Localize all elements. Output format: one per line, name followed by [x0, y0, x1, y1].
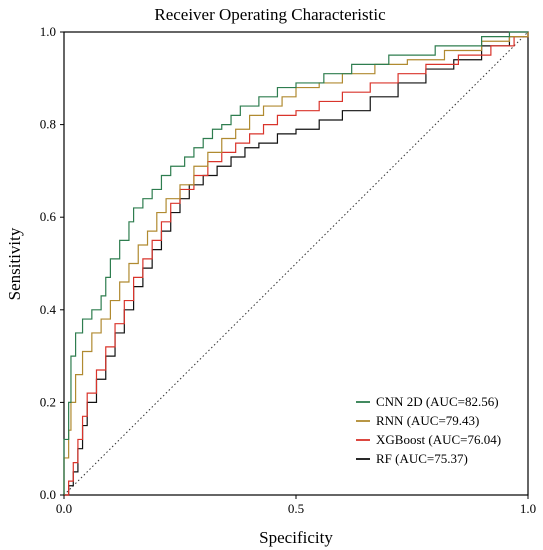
y-tick-label: 0.0	[40, 487, 56, 502]
series-layer	[63, 31, 529, 496]
y-axis-ticks: 0.0 0.2 0.4 0.6 0.8 1.0	[40, 24, 64, 502]
x-axis-ticks: 0.0 0.5 1.0	[56, 495, 536, 516]
legend-label-xgboost: XGBoost (AUC=76.04)	[376, 432, 501, 447]
legend-label-rf: RF (AUC=75.37)	[376, 451, 468, 466]
y-tick-label: 0.8	[40, 117, 56, 132]
chart-title: Receiver Operating Characteristic	[154, 5, 386, 24]
series-line-cnn	[63, 31, 528, 495]
y-tick-label: 0.4	[40, 302, 57, 317]
series-line-rnn	[63, 32, 529, 495]
y-axis-label: Sensitivity	[5, 227, 24, 300]
x-tick-label: 0.0	[56, 501, 72, 516]
x-tick-label: 1.0	[520, 501, 536, 516]
y-tick-label: 1.0	[40, 24, 56, 39]
legend-label-rnn: RNN (AUC=79.43)	[376, 413, 479, 428]
x-axis-label: Specificity	[259, 528, 333, 547]
x-tick-label: 0.5	[288, 501, 304, 516]
diagonal-reference-line	[63, 31, 529, 496]
y-tick-label: 0.6	[40, 209, 57, 224]
y-tick-label: 0.2	[40, 394, 56, 409]
legend: CNN 2D (AUC=82.56) RNN (AUC=79.43) XGBoost…	[356, 394, 501, 466]
legend-label-cnn: CNN 2D (AUC=82.56)	[376, 394, 499, 409]
